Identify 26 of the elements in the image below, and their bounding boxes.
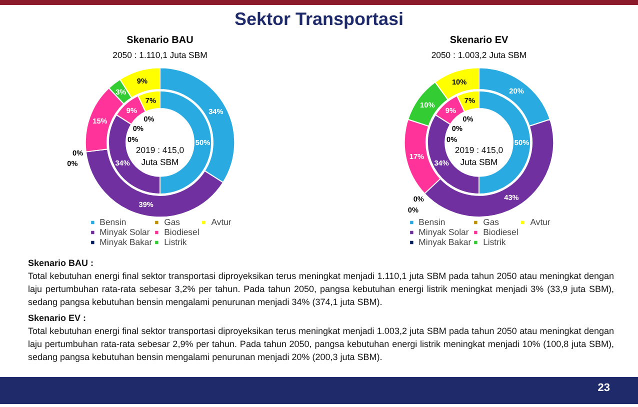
text: Skenario BAU :: [28, 257, 95, 270]
chart-subtitle: 2050 : 1.003,2 Juta SBM: [431, 50, 527, 60]
text: 2019 : 415,0 Juta SBM: [136, 145, 184, 168]
legend-label: Minyak Solar: [418, 227, 469, 237]
legend-label: Bensin: [100, 217, 126, 227]
legend-label: Listrik: [483, 237, 506, 247]
legend-label: Biodiesel: [164, 227, 200, 237]
legend-label: Gas: [483, 217, 500, 227]
legend-label: Avtur: [530, 217, 550, 227]
legend-label: Minyak Bakar: [100, 237, 152, 247]
legend-label: Biodiesel: [483, 227, 518, 237]
chart-subtitle: 2050 : 1.110,1 Juta SBM: [112, 50, 208, 60]
legend-label: Minyak Solar: [100, 227, 150, 237]
legend-label: Minyak Bakar: [418, 237, 472, 247]
legend-label: Avtur: [211, 217, 232, 227]
legend-label: Gas: [164, 217, 181, 227]
chart-title: Skenario EV: [450, 35, 509, 46]
legend-label: Listrik: [164, 237, 187, 247]
text: 23: [0, 377, 638, 404]
text: Total kebutuhan energi final sektor transportasi diproyeksikan terus meningkat menjadi 1.110,1 juta SBM pada tahun 2050 atau meningkat dengan laju pertumbuhan rata-rata sebesar 3,2% per tahun. Pada tahun 2050, pangsa kebutuhan energi listrik meningkat menjadi 3% (33,9 juta SBM), sedang pangsa kebutuhan bensin mengalami penurunan menjadi 34% (374,1 juta SBM).: [28, 270, 614, 310]
text: Total kebutuhan energi final sektor transportasi diproyeksikan terus meningkat menjadi 1.003,2 juta SBM pada tahun 2050 atau meningkat dengan laju pertumbuhan rata-rata sebesar 2,9% per tahun. Pada tahun 2050, pangsa kebutuhan energi listrik meningkat menjadi 10% (100,8 juta SBM), sedang pangsa kebutuhan bensin mengalami penurunan menjadi 20% (200,3 juta SBM).: [28, 325, 614, 364]
text: Skenario EV :: [28, 312, 88, 326]
text: Sektor Transportasi: [0, 0, 638, 30]
chart-title: Skenario BAU: [126, 35, 194, 46]
legend-label: Bensin: [418, 217, 446, 227]
text: 2019 : 415,0 Juta SBM: [454, 145, 504, 168]
